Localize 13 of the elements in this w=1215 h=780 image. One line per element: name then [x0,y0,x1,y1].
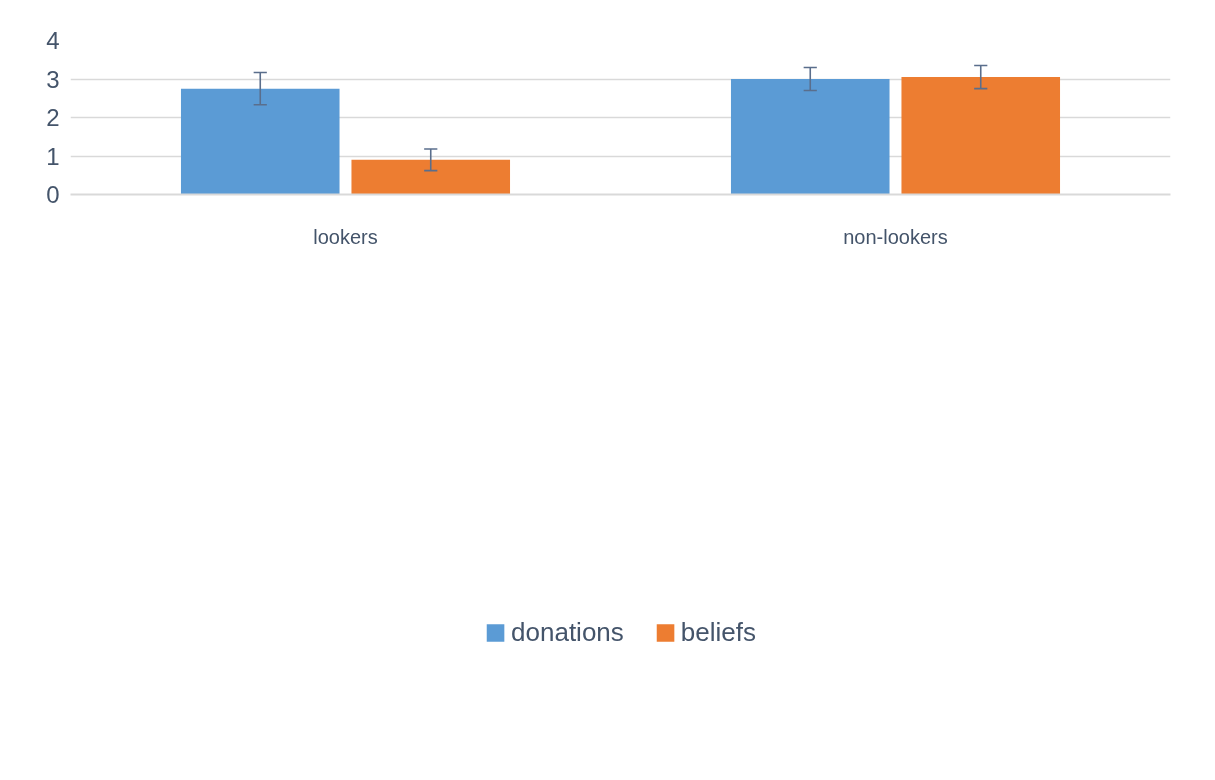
bar [730,79,890,195]
bar [901,77,1061,195]
y-tick-label: 3 [46,65,60,93]
legend-label: beliefs [680,616,756,648]
y-tick-label: 0 [46,181,60,208]
y-tick-label: 2 [46,104,60,131]
bar [180,88,340,195]
bar [351,159,511,195]
x-tick-label: lookers [313,225,378,248]
legend-label: donations [511,616,624,648]
x-tick-label: non-lookers [843,225,948,248]
y-tick-label: 4 [46,27,60,54]
y-tick-label: 1 [46,142,60,170]
